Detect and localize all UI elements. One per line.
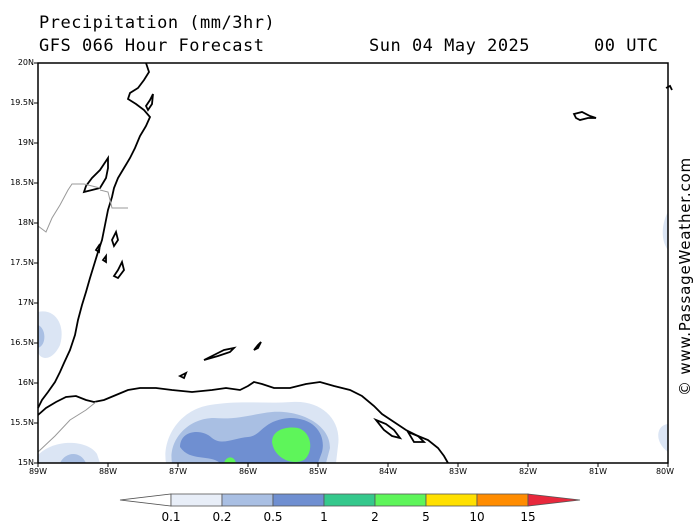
colorbar-label: 5 — [422, 510, 430, 524]
precip-patch-southwest — [38, 442, 100, 463]
lat-label: 15.5N — [10, 418, 34, 427]
colorbar-low-arrow — [119, 493, 172, 507]
belize-cayes — [94, 243, 125, 280]
lat-label: 17.5N — [10, 258, 34, 267]
precip-patch-small-green — [224, 457, 236, 463]
lat-label: 19N — [17, 138, 34, 147]
bay-islands-guanaja — [253, 341, 262, 351]
lon-label: 82W — [518, 467, 538, 476]
colorbar-bin-0.2 — [221, 493, 274, 507]
precip-patch-east-lower — [658, 424, 668, 452]
lon-label: 89W — [28, 467, 48, 476]
lon-label: 84W — [378, 467, 398, 476]
precip-patch-east-upper — [662, 212, 668, 250]
lon-label: 80W — [655, 467, 675, 476]
lat-label: 17N — [17, 298, 34, 307]
bay-islands-utila — [177, 371, 188, 380]
colorbar-bin-1 — [323, 493, 376, 507]
precip-patch-west-core — [38, 325, 45, 348]
colorbar-bin-2 — [374, 493, 427, 507]
forecast-date: Sun 04 May 2025 — [369, 36, 531, 56]
colorbar-bin-5 — [425, 493, 478, 507]
lon-label: 88W — [98, 467, 118, 476]
coastline-layer — [37, 62, 673, 464]
colorbar-bin-0.1 — [170, 493, 223, 507]
lat-label: 20N — [17, 58, 34, 67]
website-credit: © www.PassageWeather.com — [676, 157, 694, 396]
colorbar-high-arrow — [527, 493, 581, 507]
lat-label: 16N — [17, 378, 34, 387]
precip-patch-main-green — [272, 427, 311, 462]
precip-patch-southwest-core — [60, 453, 86, 463]
precipitation-layer — [38, 212, 668, 463]
turneffe — [111, 229, 119, 249]
forecast-subtitle: GFS 066 Hour Forecast — [39, 36, 265, 56]
lon-label: 81W — [588, 467, 608, 476]
colorbar-bin-0.5 — [272, 493, 325, 507]
axis-ticks — [34, 62, 669, 467]
colorbar-label: 0.2 — [212, 510, 232, 524]
colorbar-label: 0.5 — [263, 510, 283, 524]
colorbar-label: 2 — [371, 510, 379, 524]
colorbar-label: 10 — [469, 510, 485, 524]
lat-label: 16.5N — [10, 338, 34, 347]
border-layer — [37, 183, 128, 453]
lat-label: 18N — [17, 218, 34, 227]
chart-title: Precipitation (mm/3hr) — [39, 13, 276, 33]
colorbar-label: 1 — [320, 510, 328, 524]
jamaica-tip — [665, 84, 673, 91]
belize-guatemala-border — [99, 189, 128, 209]
lon-label: 85W — [308, 467, 328, 476]
lat-label: 19.5N — [10, 98, 34, 107]
yucatan-coast — [37, 62, 152, 409]
lon-label: 83W — [448, 467, 468, 476]
bay-islands-roatan — [203, 346, 237, 361]
colorbar-label: 0.1 — [161, 510, 181, 524]
mosquitia-islands — [373, 417, 427, 443]
lat-label: 15N — [17, 458, 34, 467]
colorbar-label: 15 — [520, 510, 536, 524]
cozumel — [144, 93, 154, 112]
precip-patch-west — [38, 311, 62, 358]
ambergris-caye — [82, 155, 109, 194]
guatemala-honduras-border — [37, 401, 97, 453]
cayman-islands — [572, 111, 597, 121]
lat-label: 18.5N — [10, 178, 34, 187]
lon-label: 87W — [168, 467, 188, 476]
colorbar — [119, 493, 581, 507]
honduras-coast — [37, 381, 449, 464]
colorbar-bin-10 — [476, 493, 529, 507]
mexico-belize-border — [37, 183, 101, 233]
lon-label: 86W — [238, 467, 258, 476]
plot-frame — [37, 62, 669, 464]
forecast-time: 00 UTC — [594, 36, 659, 56]
